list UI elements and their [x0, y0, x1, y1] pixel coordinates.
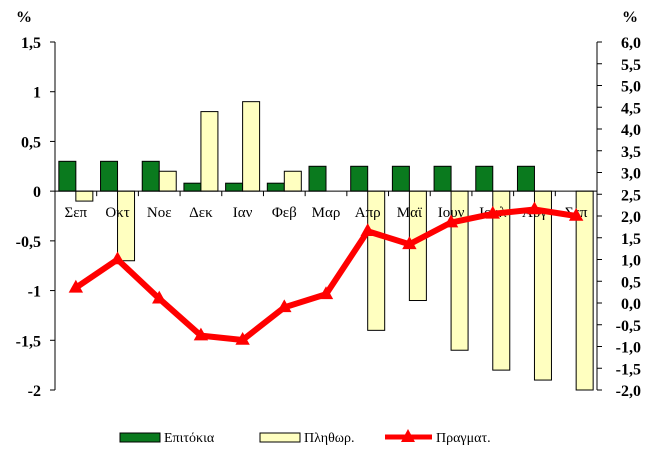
bar-rates-2 — [141, 160, 160, 192]
bars-layer — [58, 101, 594, 391]
left-tick-label-5: -1 — [28, 284, 41, 301]
left-tick-label-0: 1,5 — [21, 35, 41, 52]
category-label-3: Δεκ — [189, 205, 213, 221]
line-marker-2 — [152, 290, 167, 304]
right-tick-label-3: 4,5 — [621, 100, 641, 117]
bar-inflation-1 — [117, 190, 136, 262]
bar-rates-11 — [516, 165, 535, 192]
line-marker-7 — [360, 223, 375, 237]
category-label-4: Ιαν — [233, 205, 253, 221]
legend: Επιτόκια Πληθωρ. Πραγματ. — [119, 429, 491, 446]
right-tick-label-4: 4,0 — [621, 122, 641, 139]
bar-inflation-4 — [242, 101, 261, 192]
left-tick-label-7: -2 — [28, 383, 41, 400]
bar-rates-10 — [475, 165, 494, 192]
bar-rates-9 — [433, 165, 452, 192]
right-tick-label-14: -1,0 — [616, 340, 641, 357]
legend-label-real: Πραγματ. — [436, 431, 491, 446]
category-label-9: Ιουν — [438, 205, 465, 221]
right-tick-label-2: 5,0 — [621, 79, 641, 96]
right-tick-label-9: 1,5 — [621, 231, 641, 248]
bar-inflation-2 — [158, 170, 177, 192]
bar-rates-8 — [391, 165, 410, 192]
left-tick-label-2: 0,5 — [21, 134, 41, 151]
line-marker-8 — [402, 236, 417, 250]
line-marker-11 — [527, 201, 542, 215]
line-marker-1 — [110, 251, 125, 265]
right-tick-label-6: 3,0 — [621, 166, 641, 183]
right-tick-label-7: 2,5 — [621, 187, 641, 204]
left-tick-label-1: 1 — [33, 85, 41, 102]
line-marker-4 — [235, 331, 250, 345]
bar-rates-7 — [350, 165, 369, 192]
category-label-7: Απρ — [355, 205, 381, 221]
right-tick-label-15: -1,5 — [616, 361, 641, 378]
category-label-1: Οκτ — [105, 205, 129, 221]
category-label-5: Φεβ — [272, 205, 297, 221]
right-tick-label-0: 6,0 — [621, 35, 641, 52]
bar-inflation-5 — [283, 170, 302, 192]
right-tick-label-10: 1,0 — [621, 253, 641, 270]
right-tick-label-12: 0,0 — [621, 296, 641, 313]
legend-swatch-inflation — [259, 432, 301, 443]
right-axis-unit: % — [622, 9, 638, 26]
right-tick-label-16: -2,0 — [616, 383, 641, 400]
right-tick-label-1: 5,5 — [621, 57, 641, 74]
bar-rates-4 — [225, 182, 244, 192]
left-tick-label-4: -0,5 — [16, 234, 41, 251]
bar-rates-3 — [183, 182, 202, 192]
line-marker-3 — [193, 327, 209, 341]
bar-rates-6 — [308, 165, 327, 192]
line-marker-10 — [485, 205, 500, 219]
category-label-2: Νοε — [147, 205, 172, 221]
right-tick-label-11: 0,5 — [621, 274, 641, 291]
bar-rates-1 — [100, 160, 119, 192]
bar-rates-0 — [58, 160, 77, 192]
line-marker-5 — [277, 299, 292, 313]
left-tick-label-6: -1,5 — [16, 333, 41, 350]
legend-swatch-real-marker — [401, 429, 415, 442]
right-tick-label-13: -0,5 — [616, 318, 641, 335]
legend-label-rates: Επιτόκια — [164, 431, 215, 446]
line-marker-6 — [318, 286, 334, 300]
bar-rates-5 — [266, 182, 285, 192]
line-marker-12 — [568, 208, 584, 221]
legend-swatch-rates — [119, 432, 161, 443]
bar-inflation-3 — [200, 111, 219, 192]
right-tick-label-5: 3,5 — [621, 144, 641, 161]
category-label-6: Μαρ — [312, 205, 341, 221]
left-tick-label-3: 0 — [33, 184, 41, 201]
category-label-8: Μαϊ — [397, 205, 422, 221]
category-label-0: Σεπ — [65, 205, 88, 221]
line-marker-9 — [443, 214, 459, 228]
line-marker-0 — [68, 279, 84, 293]
legend-label-inflation: Πληθωρ. — [304, 431, 355, 446]
bar-inflation-0 — [75, 190, 94, 202]
line-layer — [68, 201, 584, 345]
left-axis-unit: % — [16, 9, 32, 26]
right-tick-label-8: 2,0 — [621, 209, 641, 226]
